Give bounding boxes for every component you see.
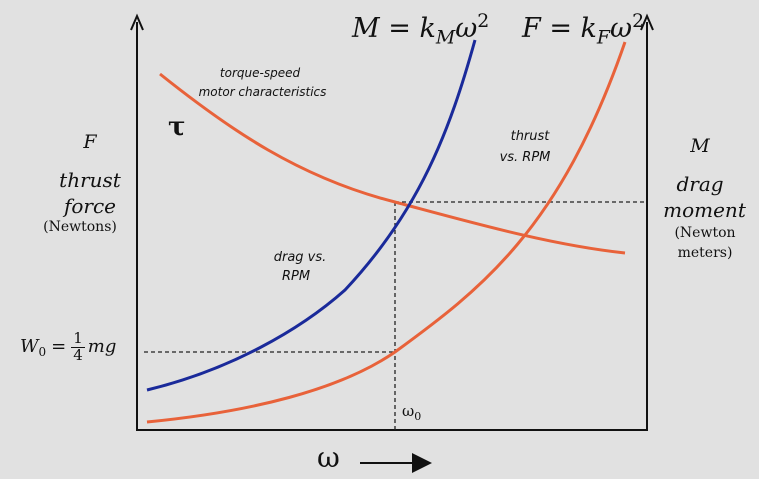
drag-formula: M = kMω2 (352, 12, 489, 47)
drag-formula-sup: 2 (477, 10, 490, 32)
operating-speed-sub: 0 (414, 410, 422, 423)
torque-annotation-line2: motor characteristics (198, 85, 327, 99)
hover-weight-mg: mg (87, 336, 117, 358)
right-axis-unit-line2: meters) (677, 245, 733, 261)
right-axis-label-line1: drag (676, 172, 724, 196)
drag-formula-eq: = (388, 13, 411, 44)
thrust-formula-omega: ω (610, 13, 633, 44)
thrust-formula-k: k (580, 13, 597, 44)
hover-weight-numerator: 1 (71, 329, 85, 348)
thrust-formula-sup: 2 (632, 10, 645, 32)
operating-speed-omega: ω (402, 402, 415, 420)
right-axis-unit-line1: (Newton (674, 225, 736, 241)
right-axis-symbol: M (690, 135, 710, 157)
left-axis-symbol: F (83, 131, 97, 153)
drag-formula-sub: M (435, 26, 456, 49)
right-y-axis-arrow (640, 13, 654, 31)
thrust-annotation-line2: vs. RPM (499, 150, 551, 165)
left-y-axis-arrow (130, 13, 144, 31)
hover-weight-denominator: 4 (73, 345, 83, 364)
hover-weight-w: W (20, 336, 39, 358)
torque-speed-curve (159, 72, 626, 255)
thrust-annotation-line1: thrust (510, 129, 550, 144)
operating-speed-label: ω0 (402, 402, 422, 423)
left-axis-unit: (Newtons) (43, 219, 117, 235)
left-axis-label-line2: force (63, 194, 117, 218)
thrust-formula-sub: F (596, 26, 611, 49)
torque-symbol: τ (168, 112, 186, 142)
left-axis-label-line1: thrust (59, 168, 121, 192)
thrust-formula-lhs: F (522, 13, 541, 44)
hover-weight-eq: = (51, 336, 67, 358)
drag-formula-k: k (419, 13, 436, 44)
drag-annotation-line1: drag vs. (273, 250, 327, 265)
right-axis-label-line2: moment (663, 198, 746, 222)
hover-weight-sub: 0 (38, 345, 47, 360)
hover-weight-fraction: 1 4 (71, 329, 85, 364)
drag-annotation-line2: RPM (281, 269, 311, 284)
x-axis-symbol: ω (317, 441, 340, 474)
thrust-formula: F = kFω2 (522, 12, 644, 47)
drag-formula-lhs: M (352, 13, 380, 44)
drag-vs-rpm-curve (146, 39, 477, 392)
torque-annotation-line1: torque-speed (219, 66, 301, 80)
thrust-vs-rpm-curve (146, 41, 627, 424)
thrust-formula-eq: = (549, 13, 572, 44)
drag-formula-omega: ω (455, 13, 478, 44)
